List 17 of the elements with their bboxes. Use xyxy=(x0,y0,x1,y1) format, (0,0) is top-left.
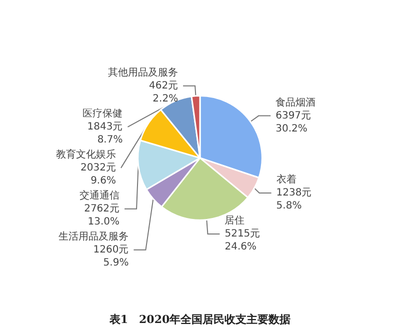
data-label: 5215元 24.6% xyxy=(224,228,260,252)
slice-label: 居住 xyxy=(224,216,245,226)
text: 表1 2020年全国居民收支主要数据 xyxy=(108,313,291,326)
slice-label: 医疗保健 xyxy=(82,107,123,120)
data-label: 1260元 5.9% xyxy=(93,244,129,268)
slice-label: 衣着 xyxy=(276,174,296,186)
data-label: 6397元 30.2% xyxy=(276,110,312,134)
data-label: 462元 2.2% xyxy=(148,80,178,104)
slice-label: 生活用品及服务 xyxy=(58,230,129,242)
slice-label: 交通通信 xyxy=(80,189,120,202)
slice-label: 食品烟酒 xyxy=(276,96,316,108)
data-label: 2762元 13.0% xyxy=(84,203,120,228)
slice-label: 教育文化娱乐 xyxy=(56,148,116,160)
data-label: 2032元 9.6% xyxy=(80,162,116,186)
data-label: 1843元 8.7% xyxy=(87,121,123,146)
slice-label: 其他用品及服务 xyxy=(108,66,178,78)
data-label: 1238元 5.8% xyxy=(276,188,312,212)
